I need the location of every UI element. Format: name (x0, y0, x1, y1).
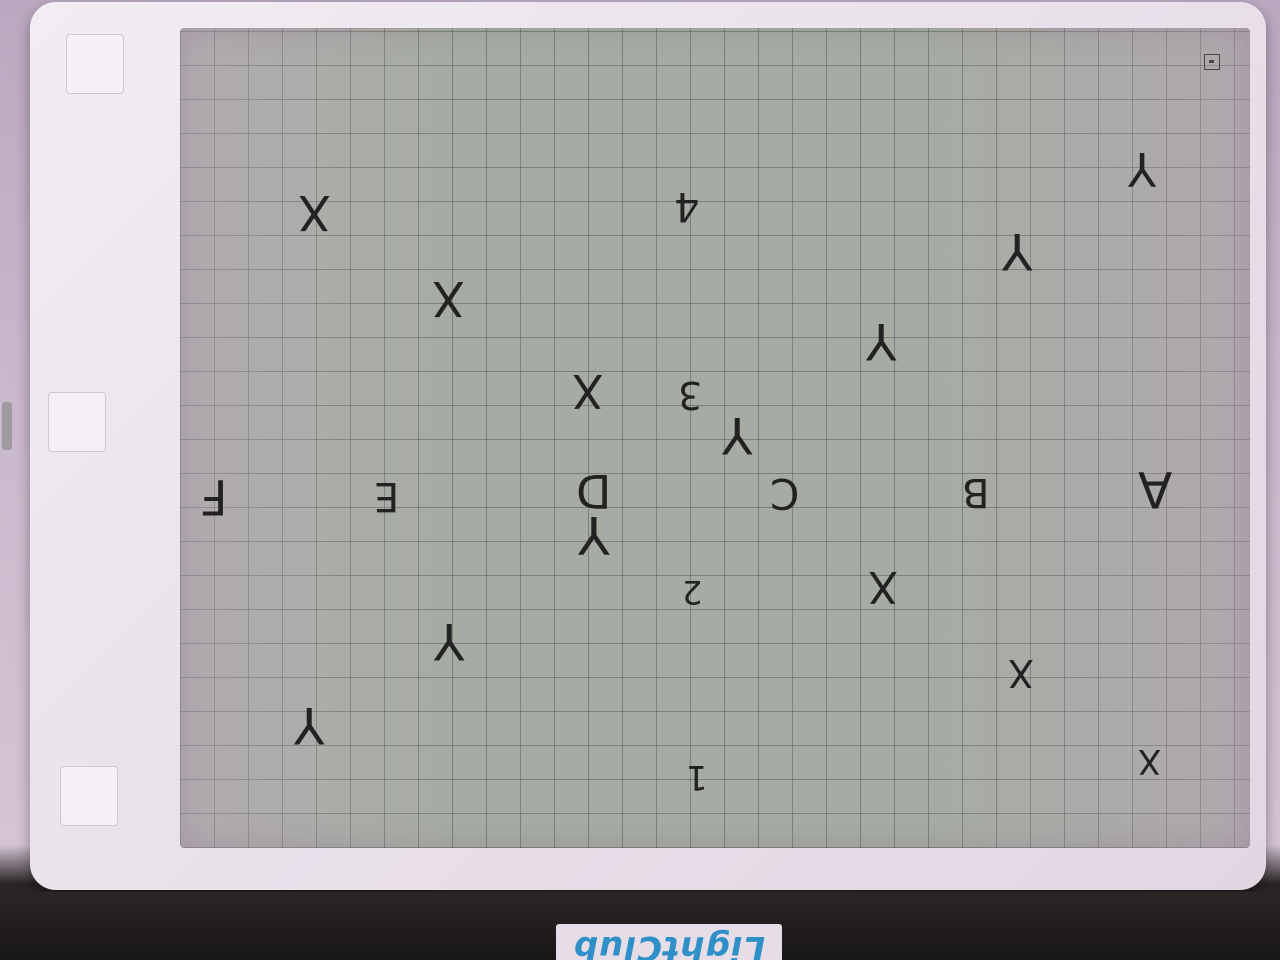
mark-y: Y (1002, 222, 1033, 280)
mark-y: Y (722, 406, 753, 464)
tablet-screen[interactable]: X X X X X X Y Y Y Y Y Y Y 1 2 3 4 A B C … (180, 28, 1250, 848)
mark-y: Y (866, 312, 897, 370)
tablet-button-middle[interactable] (48, 392, 106, 452)
mark-a: A (1138, 460, 1173, 518)
mark-y: Y (434, 612, 465, 670)
mark-e: E (374, 473, 400, 519)
brand-label: LightClub (556, 924, 782, 960)
mark-b: B (962, 469, 990, 515)
mark-x: X (572, 364, 604, 418)
window-icon[interactable] (1204, 54, 1220, 70)
side-clip (2, 402, 12, 450)
tablet-button-top[interactable] (66, 34, 124, 94)
mark-y: Y (294, 696, 325, 754)
mark-x: X (298, 184, 331, 240)
brand-logo-text: LightClub (572, 928, 766, 960)
mark-4: 4 (674, 183, 700, 229)
tablet-button-bottom[interactable] (60, 766, 118, 826)
mark-f: F (200, 468, 228, 524)
mark-x: X (1008, 651, 1035, 695)
mark-d: D (576, 464, 612, 518)
mark-x: X (868, 561, 899, 612)
mark-c: C (770, 469, 800, 518)
mark-3: 3 (678, 373, 703, 417)
mark-x: X (1138, 741, 1162, 781)
mark-1: 1 (686, 757, 708, 797)
mark-x: X (432, 270, 465, 326)
writing-tablet: X X X X X X Y Y Y Y Y Y Y 1 2 3 4 A B C … (30, 2, 1266, 890)
mark-y: Y (1128, 142, 1157, 196)
mark-2: 2 (682, 573, 703, 611)
